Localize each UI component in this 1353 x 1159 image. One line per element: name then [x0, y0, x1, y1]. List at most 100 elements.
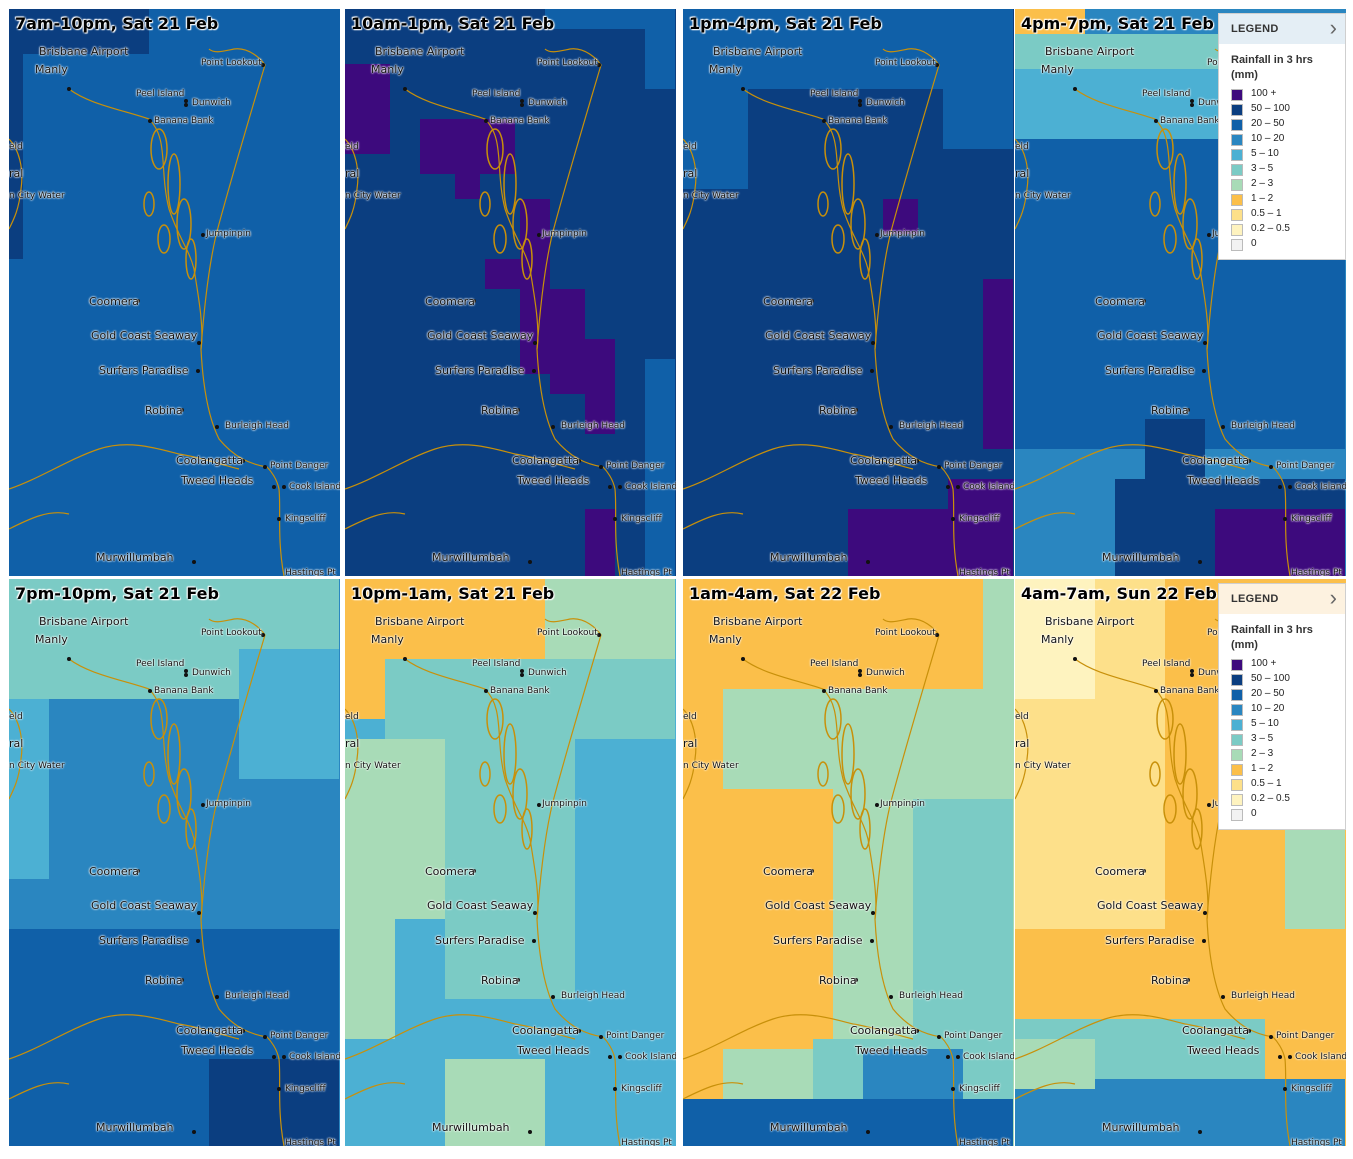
chevron-right-icon[interactable]: ›: [1329, 15, 1337, 40]
chevron-right-icon[interactable]: ›: [1329, 585, 1337, 610]
place-label: Robina: [819, 974, 857, 987]
rainfall-map[interactable]: [9, 579, 340, 1146]
rainfall-map[interactable]: [9, 9, 340, 576]
place-label: eld: [9, 142, 23, 152]
panel-title: 1pm-4pm, Sat 21 Feb: [689, 14, 882, 33]
legend-swatch: [1231, 224, 1243, 236]
legend-label: 10 – 20: [1251, 703, 1285, 714]
legend-label: 10 – 20: [1251, 133, 1285, 144]
place-marker: [528, 560, 532, 564]
island-outline: [850, 768, 866, 820]
place-label: Brisbane Airport: [713, 45, 803, 58]
place-marker: [261, 63, 265, 67]
place-marker: [810, 299, 814, 303]
place-marker: [148, 119, 152, 123]
rainfall-cell: [345, 739, 445, 919]
place-label: Kingscliff: [285, 1084, 326, 1094]
place-marker: [180, 978, 184, 982]
place-label: Surfers Paradise: [99, 364, 189, 377]
place-marker: [870, 939, 874, 943]
place-label: Murwillumbah: [1102, 551, 1180, 564]
place-label: Gold Coast Seaway: [765, 899, 872, 912]
place-marker: [472, 299, 476, 303]
legend-swatch: [1231, 704, 1243, 716]
place-marker: [613, 1087, 617, 1091]
legend-title: LEGEND: [1231, 23, 1279, 35]
place-label: Dunwich: [1198, 98, 1237, 108]
place-marker: [1283, 517, 1287, 521]
place-label: ral: [9, 167, 24, 180]
place-label: Banana Bank: [490, 116, 550, 126]
bay-shore: [68, 658, 203, 920]
legend-header[interactable]: LEGEND ›: [1219, 584, 1345, 614]
place-marker: [215, 425, 219, 429]
place-label: n City Water: [9, 761, 65, 771]
place-marker: [1154, 119, 1158, 123]
island-outline: [817, 761, 829, 787]
place-label: Point Danger: [606, 461, 665, 471]
place-marker: [241, 1029, 245, 1033]
place-marker: [180, 408, 184, 412]
place-label: Kingscliff: [959, 1084, 1000, 1094]
place-label: Peel Island: [136, 659, 185, 669]
place-label: eld: [683, 142, 697, 152]
place-marker: [1190, 673, 1194, 677]
place-label: Gold Coast Seaway: [91, 899, 198, 912]
place-label: Burleigh Head: [1231, 991, 1295, 1001]
legend-label: 1 – 2: [1251, 763, 1274, 774]
island-outline: [1182, 198, 1198, 250]
place-marker: [533, 341, 537, 345]
place-marker: [608, 1055, 612, 1059]
bay-shore: [404, 88, 539, 350]
place-marker: [946, 1055, 950, 1059]
place-marker: [516, 408, 520, 412]
road: [345, 1082, 406, 1100]
place-label: Tweed Heads: [1187, 474, 1260, 487]
place-label: Point Danger: [944, 461, 1003, 471]
rainfall-cell: [550, 339, 615, 394]
place-label: Dunwich: [528, 668, 567, 678]
place-label: Burleigh Head: [225, 421, 289, 431]
rainfall-map[interactable]: [345, 579, 676, 1146]
place-label: Tweed Heads: [181, 474, 254, 487]
place-marker: [1283, 1087, 1287, 1091]
place-label: Manly: [35, 633, 68, 646]
place-label: Coolangatta: [850, 1024, 917, 1037]
rainfall-base-area: [9, 9, 340, 576]
rainfall-map[interactable]: [1015, 9, 1346, 576]
place-label: Kingscliff: [621, 1084, 662, 1094]
place-label: Dunwich: [192, 98, 231, 108]
rainfall-map[interactable]: [683, 579, 1014, 1146]
place-label: Point Danger: [944, 1031, 1003, 1041]
legend-header[interactable]: LEGEND ›: [1219, 14, 1345, 44]
place-marker: [516, 978, 520, 982]
rainfall-cell: [455, 159, 480, 199]
place-label: Coolangatta: [850, 454, 917, 467]
place-label: Banana Bank: [154, 116, 214, 126]
river: [9, 708, 23, 800]
place-marker: [272, 1055, 276, 1059]
place-marker: [915, 459, 919, 463]
rainfall-map[interactable]: [345, 9, 676, 576]
legend-swatch: [1231, 194, 1243, 206]
place-label: Surfers Paradise: [435, 934, 525, 947]
place-label: n City Water: [9, 191, 65, 201]
place-marker: [1278, 485, 1282, 489]
place-marker: [870, 369, 874, 373]
island-outline: [1156, 698, 1174, 740]
place-marker: [184, 669, 188, 673]
legend-label: 20 – 50: [1251, 118, 1285, 129]
rainfall-cell: [345, 659, 385, 719]
rainfall-map[interactable]: [683, 9, 1014, 576]
legend-label: 3 – 5: [1251, 733, 1274, 744]
state-border: [345, 444, 576, 490]
place-label: Robina: [481, 974, 519, 987]
